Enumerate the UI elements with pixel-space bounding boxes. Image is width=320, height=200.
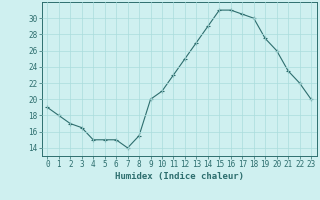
X-axis label: Humidex (Indice chaleur): Humidex (Indice chaleur): [115, 172, 244, 181]
